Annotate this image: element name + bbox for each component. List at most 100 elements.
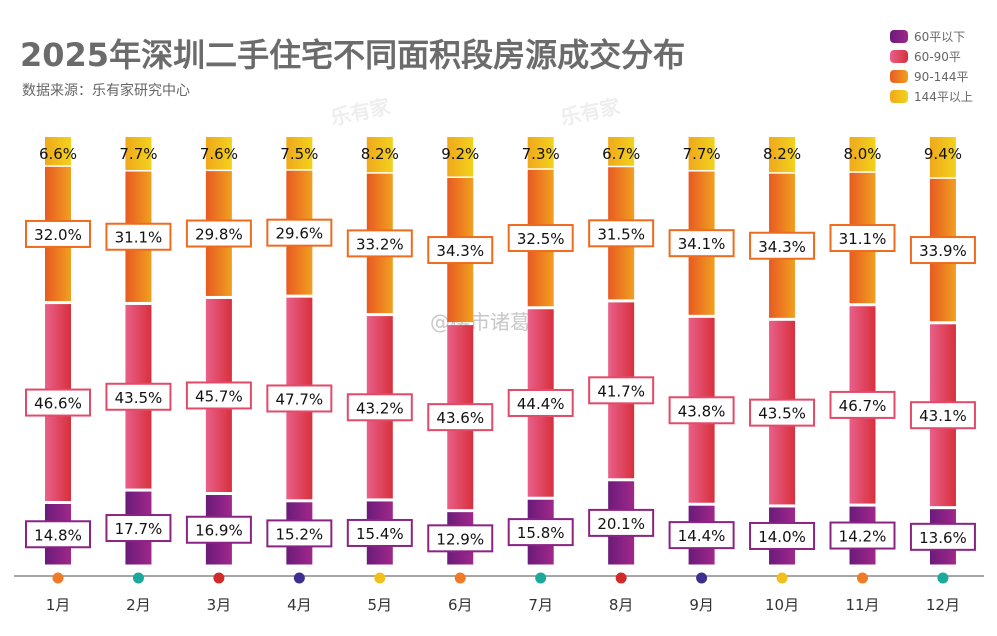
data-label: 32.0% xyxy=(34,226,82,244)
data-label: 33.9% xyxy=(919,242,967,260)
data-label-box xyxy=(427,403,494,432)
legend-swatch xyxy=(890,69,908,83)
data-label-box xyxy=(25,388,91,417)
bar-segment xyxy=(286,137,313,170)
data-label-box xyxy=(266,218,333,247)
data-label-box xyxy=(346,393,413,422)
data-label: 43.2% xyxy=(356,399,404,417)
data-label: 14.8% xyxy=(34,526,82,544)
bar-segment xyxy=(205,137,232,170)
data-label-box xyxy=(749,521,816,550)
data-label-box xyxy=(25,219,91,248)
data-label-box xyxy=(427,236,494,265)
data-label-box xyxy=(829,390,896,419)
data-label-box xyxy=(266,384,333,413)
data-label-box xyxy=(185,219,252,248)
data-label: 29.8% xyxy=(195,226,243,244)
data-label: 7.5% xyxy=(280,145,318,163)
data-label-box xyxy=(588,508,655,537)
legend-label: 144平以上 xyxy=(914,89,973,104)
data-label: 31.1% xyxy=(839,230,887,248)
data-label-box xyxy=(829,521,896,550)
data-label-box xyxy=(668,521,735,550)
axis-dot xyxy=(213,572,225,584)
data-label: 41.7% xyxy=(597,382,645,400)
data-label-box xyxy=(588,376,655,405)
data-label-box xyxy=(909,522,976,551)
data-label-box xyxy=(346,229,413,258)
legend-item: 90-144平 xyxy=(890,66,973,86)
data-label-box xyxy=(588,219,655,248)
data-label: 14.2% xyxy=(839,528,887,546)
data-label: 43.5% xyxy=(758,405,806,423)
data-label: 7.7% xyxy=(119,145,157,163)
legend-item: 144平以上 xyxy=(890,86,973,106)
data-label: 34.1% xyxy=(678,235,726,253)
legend-swatch xyxy=(890,89,908,103)
bar-segment xyxy=(527,137,554,169)
data-label: 15.4% xyxy=(356,525,404,543)
data-label: 43.5% xyxy=(115,389,163,407)
data-label: 14.0% xyxy=(758,528,806,546)
data-label-box xyxy=(105,222,172,251)
data-label: 14.4% xyxy=(678,527,726,545)
axis-dot xyxy=(776,572,788,584)
legend-item: 60-90平 xyxy=(890,46,973,66)
data-label: 20.1% xyxy=(597,515,645,533)
data-label: 8.0% xyxy=(843,145,881,163)
legend-item: 60平以下 xyxy=(890,26,973,46)
x-tick-label: 8月 xyxy=(609,596,634,614)
data-label: 12.9% xyxy=(436,530,484,548)
data-label: 7.3% xyxy=(522,145,560,163)
data-label-box xyxy=(105,514,172,543)
data-label-box xyxy=(668,229,735,258)
data-label: 43.6% xyxy=(436,409,484,427)
x-tick-label: 3月 xyxy=(207,596,232,614)
x-tick-label: 12月 xyxy=(926,596,960,614)
axis-dot xyxy=(937,572,949,584)
data-label-box xyxy=(507,224,574,253)
bar-segment xyxy=(929,137,956,178)
data-label-box xyxy=(749,398,816,427)
axis-dot xyxy=(535,572,547,584)
data-label-box xyxy=(427,524,494,553)
data-label-box xyxy=(507,518,574,547)
data-label: 13.6% xyxy=(919,529,967,547)
bar-segment xyxy=(688,137,715,171)
chart-title: 2025年深圳二手住宅不同面积段房源成交分布 xyxy=(20,36,686,74)
bar-segment xyxy=(608,137,635,166)
data-label-box xyxy=(749,231,816,260)
x-tick-label: 11月 xyxy=(845,596,879,614)
data-label-box xyxy=(25,520,91,549)
data-label: 34.3% xyxy=(758,238,806,256)
bar-segment xyxy=(849,137,876,172)
data-label: 33.2% xyxy=(356,235,404,253)
data-label: 7.7% xyxy=(683,145,721,163)
data-label: 32.5% xyxy=(517,230,565,248)
legend: 60平以下 60-90平 90-144平 144平以上 xyxy=(890,26,973,106)
data-label: 46.7% xyxy=(839,397,887,415)
data-label: 15.8% xyxy=(517,524,565,542)
legend-swatch xyxy=(890,49,908,63)
x-tick-label: 2月 xyxy=(126,596,151,614)
data-label-box xyxy=(185,515,252,544)
data-label-box xyxy=(829,224,896,253)
data-label: 29.6% xyxy=(276,225,324,243)
bar-segment xyxy=(447,137,474,177)
bar-segment xyxy=(125,137,152,171)
axis-dot xyxy=(454,572,466,584)
axis-dot xyxy=(374,572,386,584)
legend-label: 90-144平 xyxy=(914,69,969,84)
data-label: 34.3% xyxy=(436,242,484,260)
data-label: 44.4% xyxy=(517,395,565,413)
x-tick-label: 5月 xyxy=(368,596,393,614)
data-label: 43.1% xyxy=(919,407,967,425)
x-tick-label: 4月 xyxy=(287,596,312,614)
data-label-box xyxy=(668,396,735,425)
bar-segment xyxy=(769,137,796,173)
axis-dot xyxy=(132,572,144,584)
data-label: 31.5% xyxy=(597,225,645,243)
data-label: 45.7% xyxy=(195,387,243,405)
